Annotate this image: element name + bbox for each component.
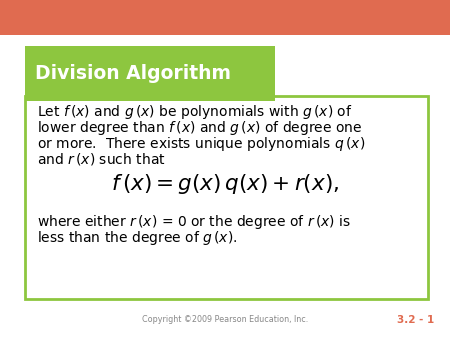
Text: $f\,\left(x\right) = g\left(x\right)\,q\left(x\right) + r\left(x\right),$: $f\,\left(x\right) = g\left(x\right)\,q\… <box>111 172 339 196</box>
Text: or more.  There exists unique polynomials $q\,(x)$: or more. There exists unique polynomials… <box>37 135 366 153</box>
Text: where either $r\,(x)$ = 0 or the degree of $r\,(x)$ is: where either $r\,(x)$ = 0 or the degree … <box>37 213 351 231</box>
Text: Division Algorithm: Division Algorithm <box>35 64 231 83</box>
FancyBboxPatch shape <box>25 46 274 101</box>
Text: and $r\,(x)$ such that: and $r\,(x)$ such that <box>37 151 166 167</box>
FancyBboxPatch shape <box>25 96 427 299</box>
Text: Let $f\,(x)$ and $g\,(x)$ be polynomials with $g\,(x)$ of: Let $f\,(x)$ and $g\,(x)$ be polynomials… <box>37 103 353 121</box>
Text: lower degree than $f\,(x)$ and $g\,(x)$ of degree one: lower degree than $f\,(x)$ and $g\,(x)$ … <box>37 119 363 137</box>
FancyBboxPatch shape <box>0 0 450 35</box>
Text: less than the degree of $g\,(x)$.: less than the degree of $g\,(x)$. <box>37 229 238 247</box>
Text: Copyright ©2009 Pearson Education, Inc.: Copyright ©2009 Pearson Education, Inc. <box>142 315 308 324</box>
Text: 3.2 - 1: 3.2 - 1 <box>397 315 434 325</box>
